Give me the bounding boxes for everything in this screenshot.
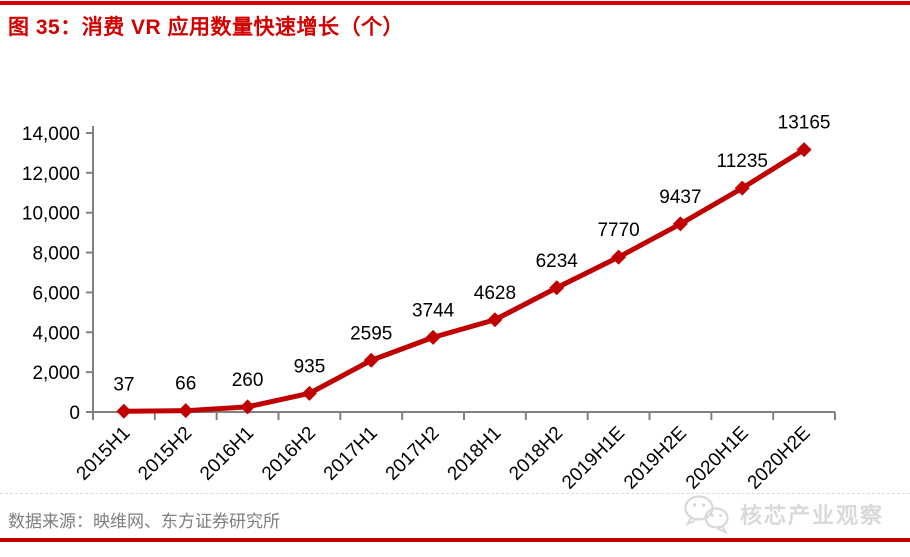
series-marker [487, 312, 503, 328]
y-tick-label: 6,000 [32, 283, 80, 304]
footer-divider [0, 493, 910, 494]
series-marker [425, 329, 441, 345]
series-marker [363, 352, 379, 368]
x-tick-label: 2019H2E [620, 423, 691, 494]
series-line [123, 147, 806, 414]
x-tick-label: 2016H1 [196, 423, 258, 485]
data-label: 2595 [350, 323, 392, 344]
line-chart: 0 2,000 4,000 6,000 8,000 10,000 12,000 14,000 2… [22, 113, 836, 494]
series-marker [734, 180, 750, 196]
x-tick-label: 2015H1 [73, 423, 135, 485]
series-marker [611, 249, 627, 265]
series-marker [672, 216, 688, 232]
y-tick-label: 10,000 [22, 204, 80, 225]
watermark-text: 核芯产业观察 [739, 503, 884, 528]
data-label: 37 [113, 374, 134, 395]
data-label: 6234 [536, 251, 579, 272]
wechat-icon [684, 495, 729, 534]
x-tick-label: 2018H2 [505, 423, 567, 485]
y-tick-label: 0 [69, 403, 80, 424]
y-tick-label: 4,000 [32, 323, 80, 344]
x-tick-label: 2019H1E [558, 423, 629, 494]
x-tick-label: 2020H1E [682, 423, 753, 494]
series-marker [796, 142, 812, 158]
x-tick-label: 2016H2 [258, 423, 320, 485]
series-marker [178, 403, 194, 419]
y-tick-label: 14,000 [22, 124, 80, 145]
data-label: 9437 [659, 187, 701, 208]
data-label: 66 [175, 374, 196, 395]
x-tick-label: 2017H2 [382, 423, 444, 485]
data-label: 13165 [778, 113, 831, 134]
x-tick-label: 2015H2 [134, 423, 196, 485]
watermark: 核芯产业观察 [682, 494, 884, 534]
data-label: 7770 [597, 220, 639, 241]
y-tick-label: 12,000 [22, 164, 80, 185]
x-tick-label: 2020H2E [744, 423, 815, 494]
y-tick-label: 8,000 [32, 244, 80, 265]
data-label: 4628 [474, 283, 516, 304]
series-marker [301, 385, 317, 401]
bottom-rule [0, 538, 910, 542]
series-marker [116, 403, 132, 419]
series-marker [240, 399, 256, 415]
data-label: 3744 [412, 300, 455, 321]
x-tick-label: 2017H1 [320, 423, 382, 485]
data-label: 935 [294, 356, 326, 377]
data-label: 11235 [717, 151, 768, 172]
figure-title: 图 35：消费 VR 应用数量快速增长（个） [8, 16, 405, 39]
data-source: 数据来源：映维网、东方证券研究所 [8, 512, 280, 531]
data-label: 260 [232, 370, 264, 391]
x-tick-label: 2018H1 [444, 423, 506, 485]
top-rule [0, 1, 910, 5]
y-tick-label: 2,000 [32, 363, 80, 384]
series-marker [549, 280, 565, 296]
